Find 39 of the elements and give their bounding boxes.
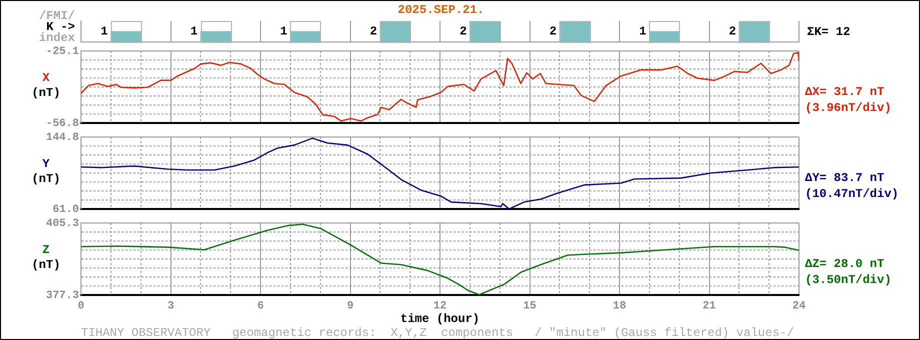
- x-tick-label: 9: [346, 300, 354, 312]
- x-axis-title: time (hour): [399, 312, 481, 326]
- y-axis-title: Y (nT): [30, 157, 62, 187]
- y-axis-title: X (nT): [30, 71, 62, 101]
- data-label: 2: [728, 24, 736, 39]
- y-tick-label: 61.0: [52, 204, 79, 216]
- x-tick-label: 21: [702, 300, 716, 312]
- data-label: 2: [370, 24, 378, 39]
- y-tick-label: 405.3: [46, 218, 80, 230]
- x-tick-label: 6: [257, 300, 264, 312]
- text: ΔY= 83.7 nT: [805, 171, 884, 185]
- y-tick-label: 377.3: [46, 290, 80, 302]
- x-tick-label: 12: [433, 300, 447, 312]
- text: TIHANY OBSERVATORY geomagnetic records: X,Y,Z components / "minute" (Gauss filtered) values-/: [81, 326, 794, 340]
- data-label: 1: [639, 24, 646, 39]
- text: index: [38, 31, 75, 45]
- x-tick-label: 3: [167, 300, 174, 312]
- text: (10.47nT/div): [805, 187, 899, 201]
- x-tick-label: 18: [612, 300, 626, 312]
- x-tick-label: 15: [523, 300, 537, 312]
- text: ΔZ= 28.0 nT: [805, 257, 884, 271]
- text: /FMI/: [38, 9, 75, 23]
- data-label: 2: [460, 24, 467, 39]
- text: (3.96nT/div): [805, 101, 892, 115]
- y-axis-title: Z (nT): [30, 243, 62, 273]
- x-tick-label: 24: [792, 300, 806, 312]
- y-tick-label: -56.8: [46, 118, 80, 130]
- text: ΔX= 31.7 nT: [805, 85, 884, 99]
- y-tick-label: -25.1: [46, 46, 80, 58]
- x-tick-label: 0: [78, 300, 84, 312]
- data-label: 2: [549, 24, 557, 39]
- y-tick-label: 144.8: [46, 132, 80, 144]
- data-label: 1: [100, 24, 108, 39]
- text: ΣK= 12: [807, 25, 850, 39]
- chart-title: 2025.SEP.21.: [396, 3, 486, 17]
- data-label: 1: [190, 24, 198, 39]
- text: K ->: [46, 20, 75, 34]
- text: (3.50nT/div): [805, 273, 892, 287]
- data-label: 1: [280, 24, 288, 39]
